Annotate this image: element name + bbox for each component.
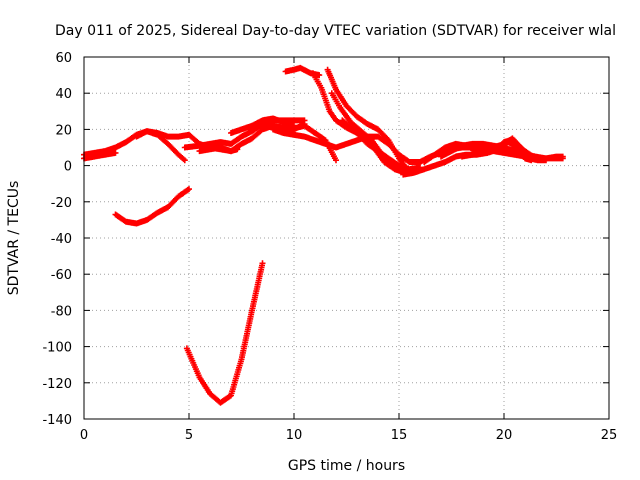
y-tick-label: 40 xyxy=(55,87,72,102)
series-arc-10 xyxy=(286,122,339,164)
x-tick-label: 0 xyxy=(80,428,88,443)
y-tick-label: -40 xyxy=(51,232,72,247)
x-tick-label: 25 xyxy=(601,428,618,443)
y-axis-title: SDTVAR / TECUs xyxy=(6,181,22,296)
data-markers xyxy=(112,186,192,227)
chart-title: Day 011 of 2025, Sidereal Day-to-day VTE… xyxy=(55,23,616,39)
data-markers xyxy=(324,66,413,176)
series-arc-15 xyxy=(339,117,409,176)
x-tick-labels: 0 5 10 15 20 25 xyxy=(80,428,617,443)
data-markers xyxy=(228,115,297,136)
y-tick-label: -80 xyxy=(51,304,72,319)
grid xyxy=(84,57,609,419)
y-tick-label: -20 xyxy=(51,196,72,211)
series-arc-4 xyxy=(112,186,192,227)
x-tick-label: 20 xyxy=(496,428,513,443)
y-tick-label: -140 xyxy=(42,413,72,428)
y-tick-label: -60 xyxy=(51,268,72,283)
data-markers xyxy=(459,135,549,164)
y-tick-label: 0 xyxy=(64,160,72,175)
y-tick-label: 60 xyxy=(55,51,72,66)
series-arc-13 xyxy=(324,66,413,176)
data-markers xyxy=(133,128,188,164)
x-axis-title: GPS time / hours xyxy=(288,458,405,474)
series-arc-19 xyxy=(459,135,549,164)
data-markers xyxy=(339,117,409,176)
plot-frame xyxy=(83,56,610,420)
y-tick-label: -120 xyxy=(42,377,72,392)
series-arc-5 xyxy=(183,260,266,406)
data-markers xyxy=(183,260,266,406)
y-tick-labels: -140 -120 -100 -80 -60 -40 -20 0 20 40 60 xyxy=(42,51,72,428)
y-tick-label: 20 xyxy=(55,123,72,138)
axis-ticks xyxy=(83,56,610,420)
x-tick-label: 15 xyxy=(391,428,408,443)
data-points xyxy=(81,64,566,406)
x-tick-label: 10 xyxy=(286,428,303,443)
x-tick-label: 5 xyxy=(185,428,193,443)
data-markers xyxy=(286,122,339,164)
series-arc-8 xyxy=(228,115,297,136)
y-tick-label: -100 xyxy=(42,341,72,356)
series-arc-3 xyxy=(133,128,188,164)
